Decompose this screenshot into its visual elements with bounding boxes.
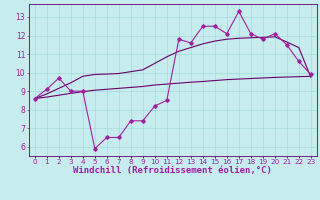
X-axis label: Windchill (Refroidissement éolien,°C): Windchill (Refroidissement éolien,°C) — [73, 166, 272, 175]
